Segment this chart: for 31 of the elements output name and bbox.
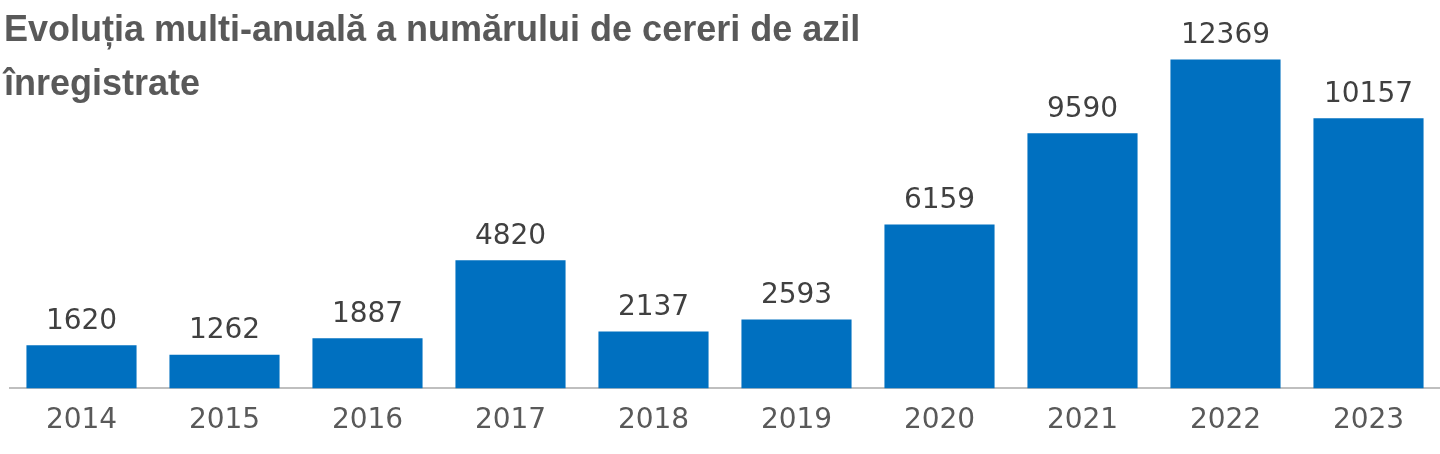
x-tick-label: 2019 <box>760 402 833 436</box>
data-label: 1620 <box>45 302 118 336</box>
data-label: 6159 <box>903 181 976 215</box>
data-label: 1887 <box>331 295 404 329</box>
bar <box>312 338 423 389</box>
x-tick-label: 2015 <box>188 402 261 436</box>
x-tick-label: 2022 <box>1189 402 1262 436</box>
x-tick-label: 2016 <box>331 402 404 436</box>
bar <box>1170 59 1281 389</box>
bar <box>1313 118 1424 389</box>
x-tick-label: 2021 <box>1046 402 1119 436</box>
data-label: 9590 <box>1046 90 1119 124</box>
bar <box>455 260 566 389</box>
chart-title: Evoluția multi-anuală a numărului de cereri de azil înregistrate <box>1 7 862 105</box>
x-tick-label: 2017 <box>474 402 547 436</box>
bar <box>26 345 137 389</box>
x-tick-label: 2014 <box>45 402 118 436</box>
x-tick-label: 2020 <box>903 402 976 436</box>
x-tick-label: 2023 <box>1332 402 1405 436</box>
data-label: 2137 <box>617 288 690 322</box>
data-label: 10157 <box>1323 75 1414 109</box>
bar <box>741 319 852 389</box>
bar <box>169 354 280 389</box>
bar <box>884 224 995 389</box>
bar <box>598 331 709 389</box>
data-label: 4820 <box>474 217 547 251</box>
data-label: 12369 <box>1180 16 1271 50</box>
x-tick-label: 2018 <box>617 402 690 436</box>
data-label: 2593 <box>760 276 833 310</box>
bar <box>1027 133 1138 389</box>
data-label: 1262 <box>188 312 261 346</box>
